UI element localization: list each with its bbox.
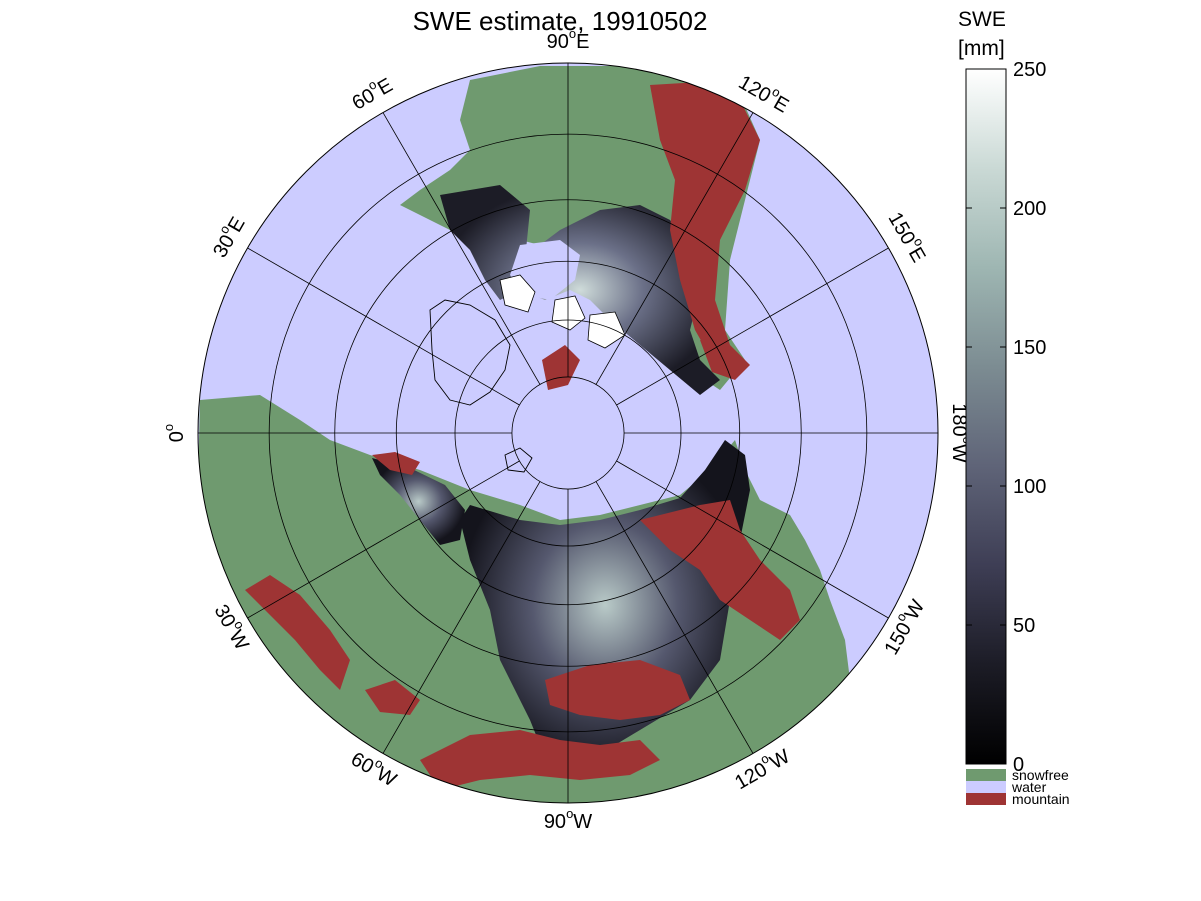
meridian-line (595, 481, 754, 754)
meridian-line (595, 112, 754, 385)
scandinavia-snow-cover (372, 458, 465, 545)
meridian-line (616, 460, 889, 619)
siberia-mountain (640, 500, 800, 640)
meridian-line (382, 112, 541, 385)
colorbar: SWE [mm] 0 50 100 150 200 250 snowfreewatermo… (958, 8, 1070, 807)
figure-title: SWE estimate, 19910502 (413, 6, 708, 36)
colorbar-tick-label: 250 (1013, 59, 1046, 81)
colorbar-title-line2: [mm] (958, 37, 1005, 60)
himalaya-mountain (420, 730, 660, 790)
meridian-line (616, 247, 889, 406)
colorbar-ticks: 0 50 100 150 200 250 (966, 59, 1046, 776)
category-swatch (966, 781, 1006, 793)
caucasus-mountain (365, 680, 420, 715)
longitude-label: 30oE (205, 211, 250, 262)
category-label: mountain (1012, 791, 1070, 807)
category-label: snowfree (1012, 767, 1069, 783)
scandinavia-mountain (372, 452, 420, 475)
alps-mountain (245, 575, 350, 690)
greenland-coastline (429, 299, 511, 406)
arctic-islands (499, 274, 626, 349)
meridian-line (247, 460, 520, 619)
meridian-line (382, 481, 541, 754)
colorbar-tick-label: 150 (1013, 337, 1046, 359)
colorbar-tick-label: 50 (1013, 615, 1035, 637)
colorbar-scale (965, 68, 1007, 765)
greenland-mountain (542, 345, 580, 390)
colorbar-title-line1: SWE (958, 8, 1006, 31)
longitude-label: 0o (161, 424, 188, 442)
category-swatch (966, 793, 1006, 805)
graticule (198, 63, 938, 803)
longitude-label: 90oW (544, 806, 592, 833)
polar-map: 0o30oE60oE90oE120oE150oE180oW150oW120oW9… (161, 26, 974, 833)
meridian-line (247, 247, 520, 406)
longitude-label: 60oE (346, 70, 397, 115)
north-america-snow-cover (440, 185, 720, 395)
colorbar-tick-label: 200 (1013, 198, 1046, 220)
colorbar-tick-label: 0 (1013, 754, 1024, 776)
longitude-label: 90oE (547, 26, 590, 53)
colorbar-tick-label: 100 (1013, 476, 1046, 498)
map-boundary (197, 62, 939, 804)
central-asia-mountain (545, 660, 690, 720)
category-swatch (966, 769, 1006, 781)
rocky-mountains (650, 82, 760, 365)
category-label: water (1011, 779, 1047, 795)
